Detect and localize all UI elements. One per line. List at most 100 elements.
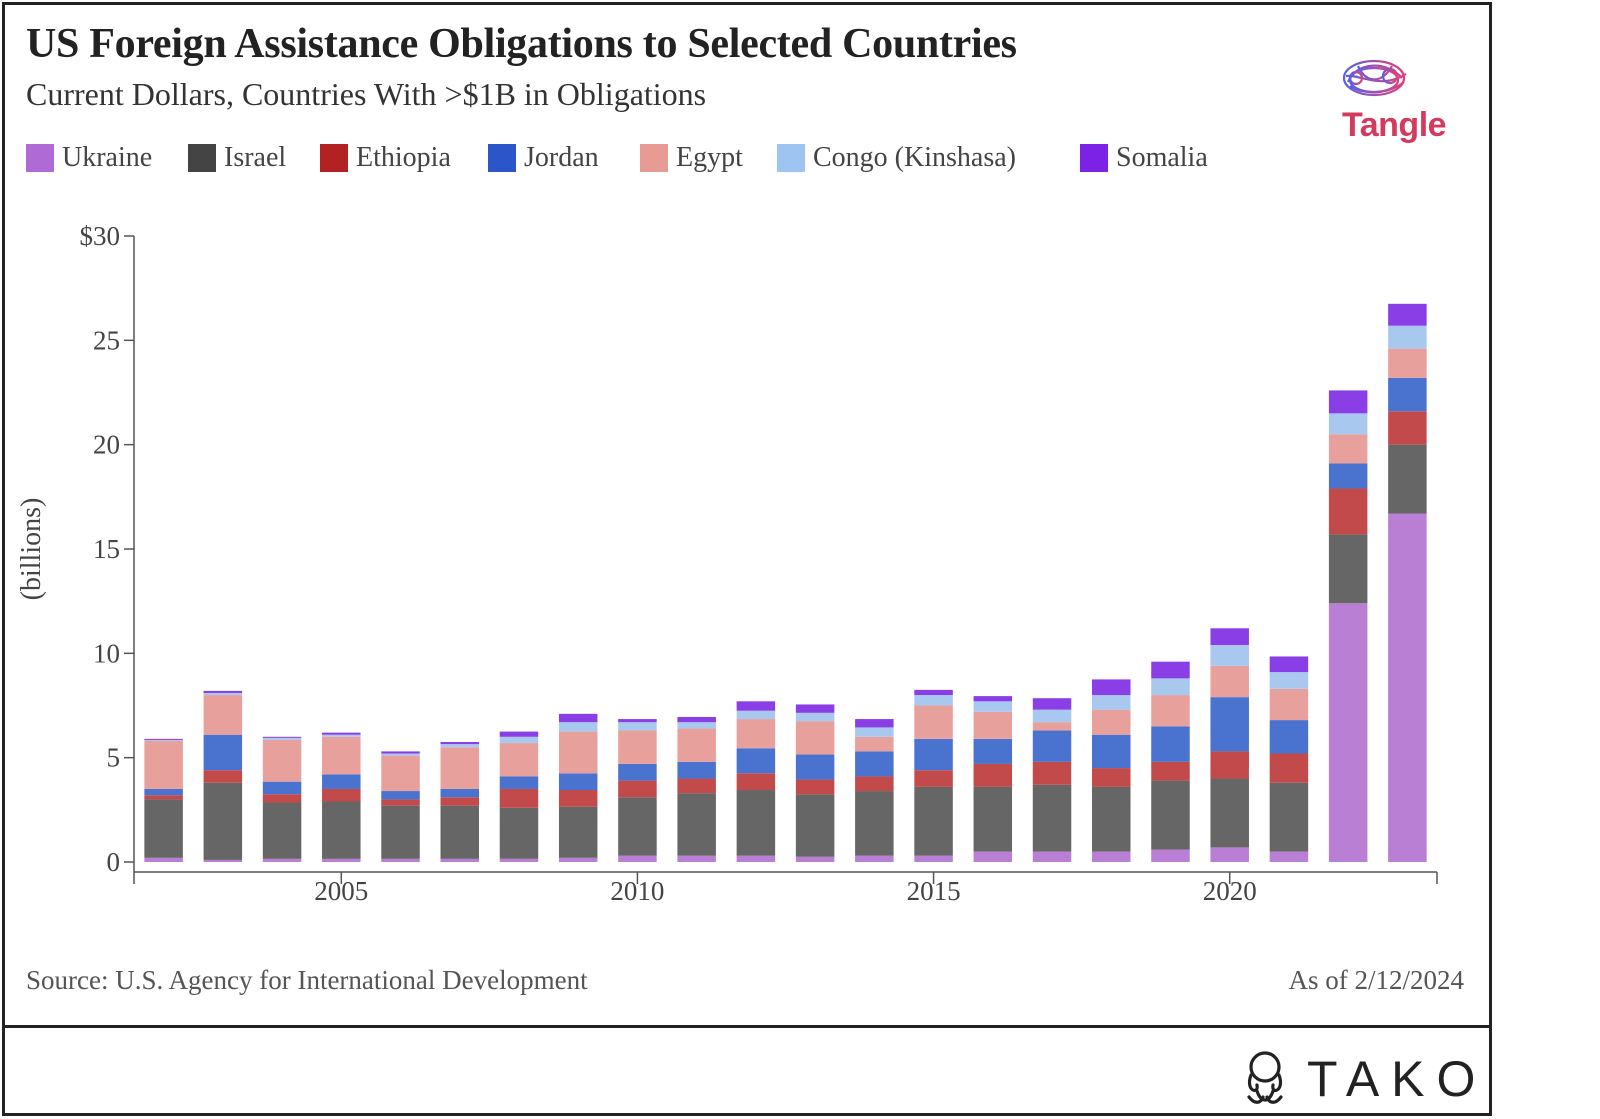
legend-label-jordan: Jordan	[524, 142, 599, 173]
bar-segment-ethiopia	[855, 776, 894, 792]
chart-subtitle: Current Dollars, Countries With >$1B in …	[26, 76, 707, 112]
bar-segment-congo-kinshasa	[677, 722, 716, 729]
bar-segment-israel	[203, 782, 243, 860]
bar-segment-ukraine	[795, 856, 835, 862]
bar-segment-jordan	[795, 754, 835, 780]
legend-item-somalia[interactable]: Somalia	[1080, 142, 1208, 174]
bar-segment-egypt	[1151, 695, 1190, 727]
bar-segment-somalia	[1269, 656, 1309, 673]
bar-segment-ethiopia	[795, 779, 835, 795]
legend-swatch-jordan	[488, 144, 516, 172]
bar-segment-ethiopia	[973, 763, 1013, 787]
bar-segment-jordan	[1092, 734, 1131, 769]
bar-segment-ukraine	[381, 858, 420, 862]
bar-segment-ethiopia	[914, 770, 953, 787]
bar-segment-ukraine	[144, 857, 183, 862]
bar-segment-ethiopia	[1151, 761, 1190, 781]
bar-segment-israel	[558, 806, 598, 858]
bar-segment-israel	[499, 807, 539, 859]
bar-segment-jordan	[914, 738, 953, 771]
bar-segment-egypt	[1328, 434, 1368, 464]
legend-label-congo: Congo (Kinshasa)	[813, 142, 1016, 173]
bar-segment-congo-kinshasa	[322, 734, 361, 737]
bar-segment-somalia	[736, 701, 776, 711]
bar-segment-somalia	[381, 751, 420, 754]
y-tick-label: 0	[107, 847, 121, 877]
legend-label-israel: Israel	[224, 142, 287, 173]
bar-segment-egypt	[144, 740, 183, 789]
bar-segment-somalia	[1388, 303, 1427, 326]
legend-swatch-israel	[188, 144, 216, 172]
bar-segment-egypt	[1032, 722, 1072, 731]
tangle-logo-text: Tangle	[1342, 106, 1447, 144]
bar-segment-jordan	[855, 751, 894, 777]
legend-label-ethiopia: Ethiopia	[356, 142, 451, 173]
bar-segment-egypt	[914, 705, 953, 739]
legend-swatch-egypt	[640, 144, 668, 172]
bar-segment-congo-kinshasa	[381, 753, 420, 756]
bar-segment-ethiopia	[1210, 751, 1249, 779]
bar-segment-ukraine	[262, 858, 302, 862]
bar-segment-somalia	[144, 738, 183, 740]
bar-segment-egypt	[381, 755, 420, 792]
bar-segment-jordan	[1151, 726, 1190, 762]
as-of-date: As of 2/12/2024	[1288, 965, 1465, 995]
bar-segment-somalia	[1328, 390, 1368, 414]
y-tick-label: 10	[93, 638, 120, 668]
bar-segment-jordan	[1210, 697, 1249, 752]
legend-label-ukraine: Ukraine	[62, 142, 153, 173]
bar-segment-congo-kinshasa	[914, 695, 953, 706]
legend-item-israel[interactable]: Israel	[188, 142, 286, 174]
legend-item-ukraine[interactable]: Ukraine	[26, 142, 152, 174]
bar-segment-ethiopia	[1092, 768, 1131, 787]
bar-segment-egypt	[855, 736, 894, 752]
bar-segment-congo-kinshasa	[795, 712, 835, 722]
bar-segment-israel	[1388, 444, 1427, 514]
bar-segment-israel	[795, 794, 835, 857]
bar-segment-jordan	[736, 748, 776, 774]
tako-logo-icon	[1247, 1051, 1283, 1104]
bar-segment-somalia	[499, 731, 539, 737]
bar-segment-ethiopia	[1388, 411, 1427, 445]
bar-segment-egypt	[1269, 688, 1309, 721]
bar-segment-israel	[855, 791, 894, 856]
bar-segment-jordan	[144, 788, 183, 796]
bar-segment-somalia	[618, 719, 657, 723]
bar-segment-israel	[1269, 782, 1309, 852]
legend-item-jordan[interactable]: Jordan	[488, 142, 599, 174]
bar-segment-ukraine	[1328, 603, 1368, 862]
bar-segment-somalia	[795, 704, 835, 713]
bar-segment-congo-kinshasa	[499, 736, 539, 744]
bar-segment-ethiopia	[499, 788, 539, 808]
bar-segment-israel	[1032, 784, 1072, 852]
bar-segment-congo-kinshasa	[1210, 644, 1249, 666]
bar-segment-ukraine	[914, 855, 953, 862]
bar-segment-congo-kinshasa	[144, 739, 183, 741]
bar-segment-somalia	[322, 732, 361, 735]
bar-segment-ukraine	[973, 851, 1013, 862]
bar-segment-israel	[262, 802, 302, 859]
source-note: Source: U.S. Agency for International De…	[26, 965, 588, 995]
y-tick-label: $30	[80, 221, 121, 251]
bar-segment-somalia	[558, 713, 598, 723]
bar-segment-ukraine	[1210, 847, 1249, 862]
legend-item-ethiopia[interactable]: Ethiopia	[320, 142, 451, 174]
bar-segment-israel	[736, 790, 776, 856]
bar-segment-jordan	[558, 773, 598, 791]
bar-segment-israel	[1328, 534, 1368, 604]
bar-segment-jordan	[499, 776, 539, 789]
footer-divider	[2, 1025, 1492, 1028]
x-tick-label: 2015	[907, 876, 961, 906]
bar-segment-ukraine	[558, 857, 598, 862]
legend-item-congo[interactable]: Congo (Kinshasa)	[777, 142, 1016, 174]
bar-segment-egypt	[1092, 709, 1131, 735]
bar-segment-congo-kinshasa	[618, 722, 657, 731]
bar-segment-egypt	[322, 736, 361, 775]
bar-segment-jordan	[262, 781, 302, 795]
chart-title: US Foreign Assistance Obligations to Sel…	[26, 21, 1017, 67]
bar-segment-somalia	[914, 689, 953, 696]
bar-segment-egypt	[440, 747, 479, 789]
legend-item-egypt[interactable]: Egypt	[640, 142, 743, 174]
bar-segment-jordan	[203, 734, 243, 771]
